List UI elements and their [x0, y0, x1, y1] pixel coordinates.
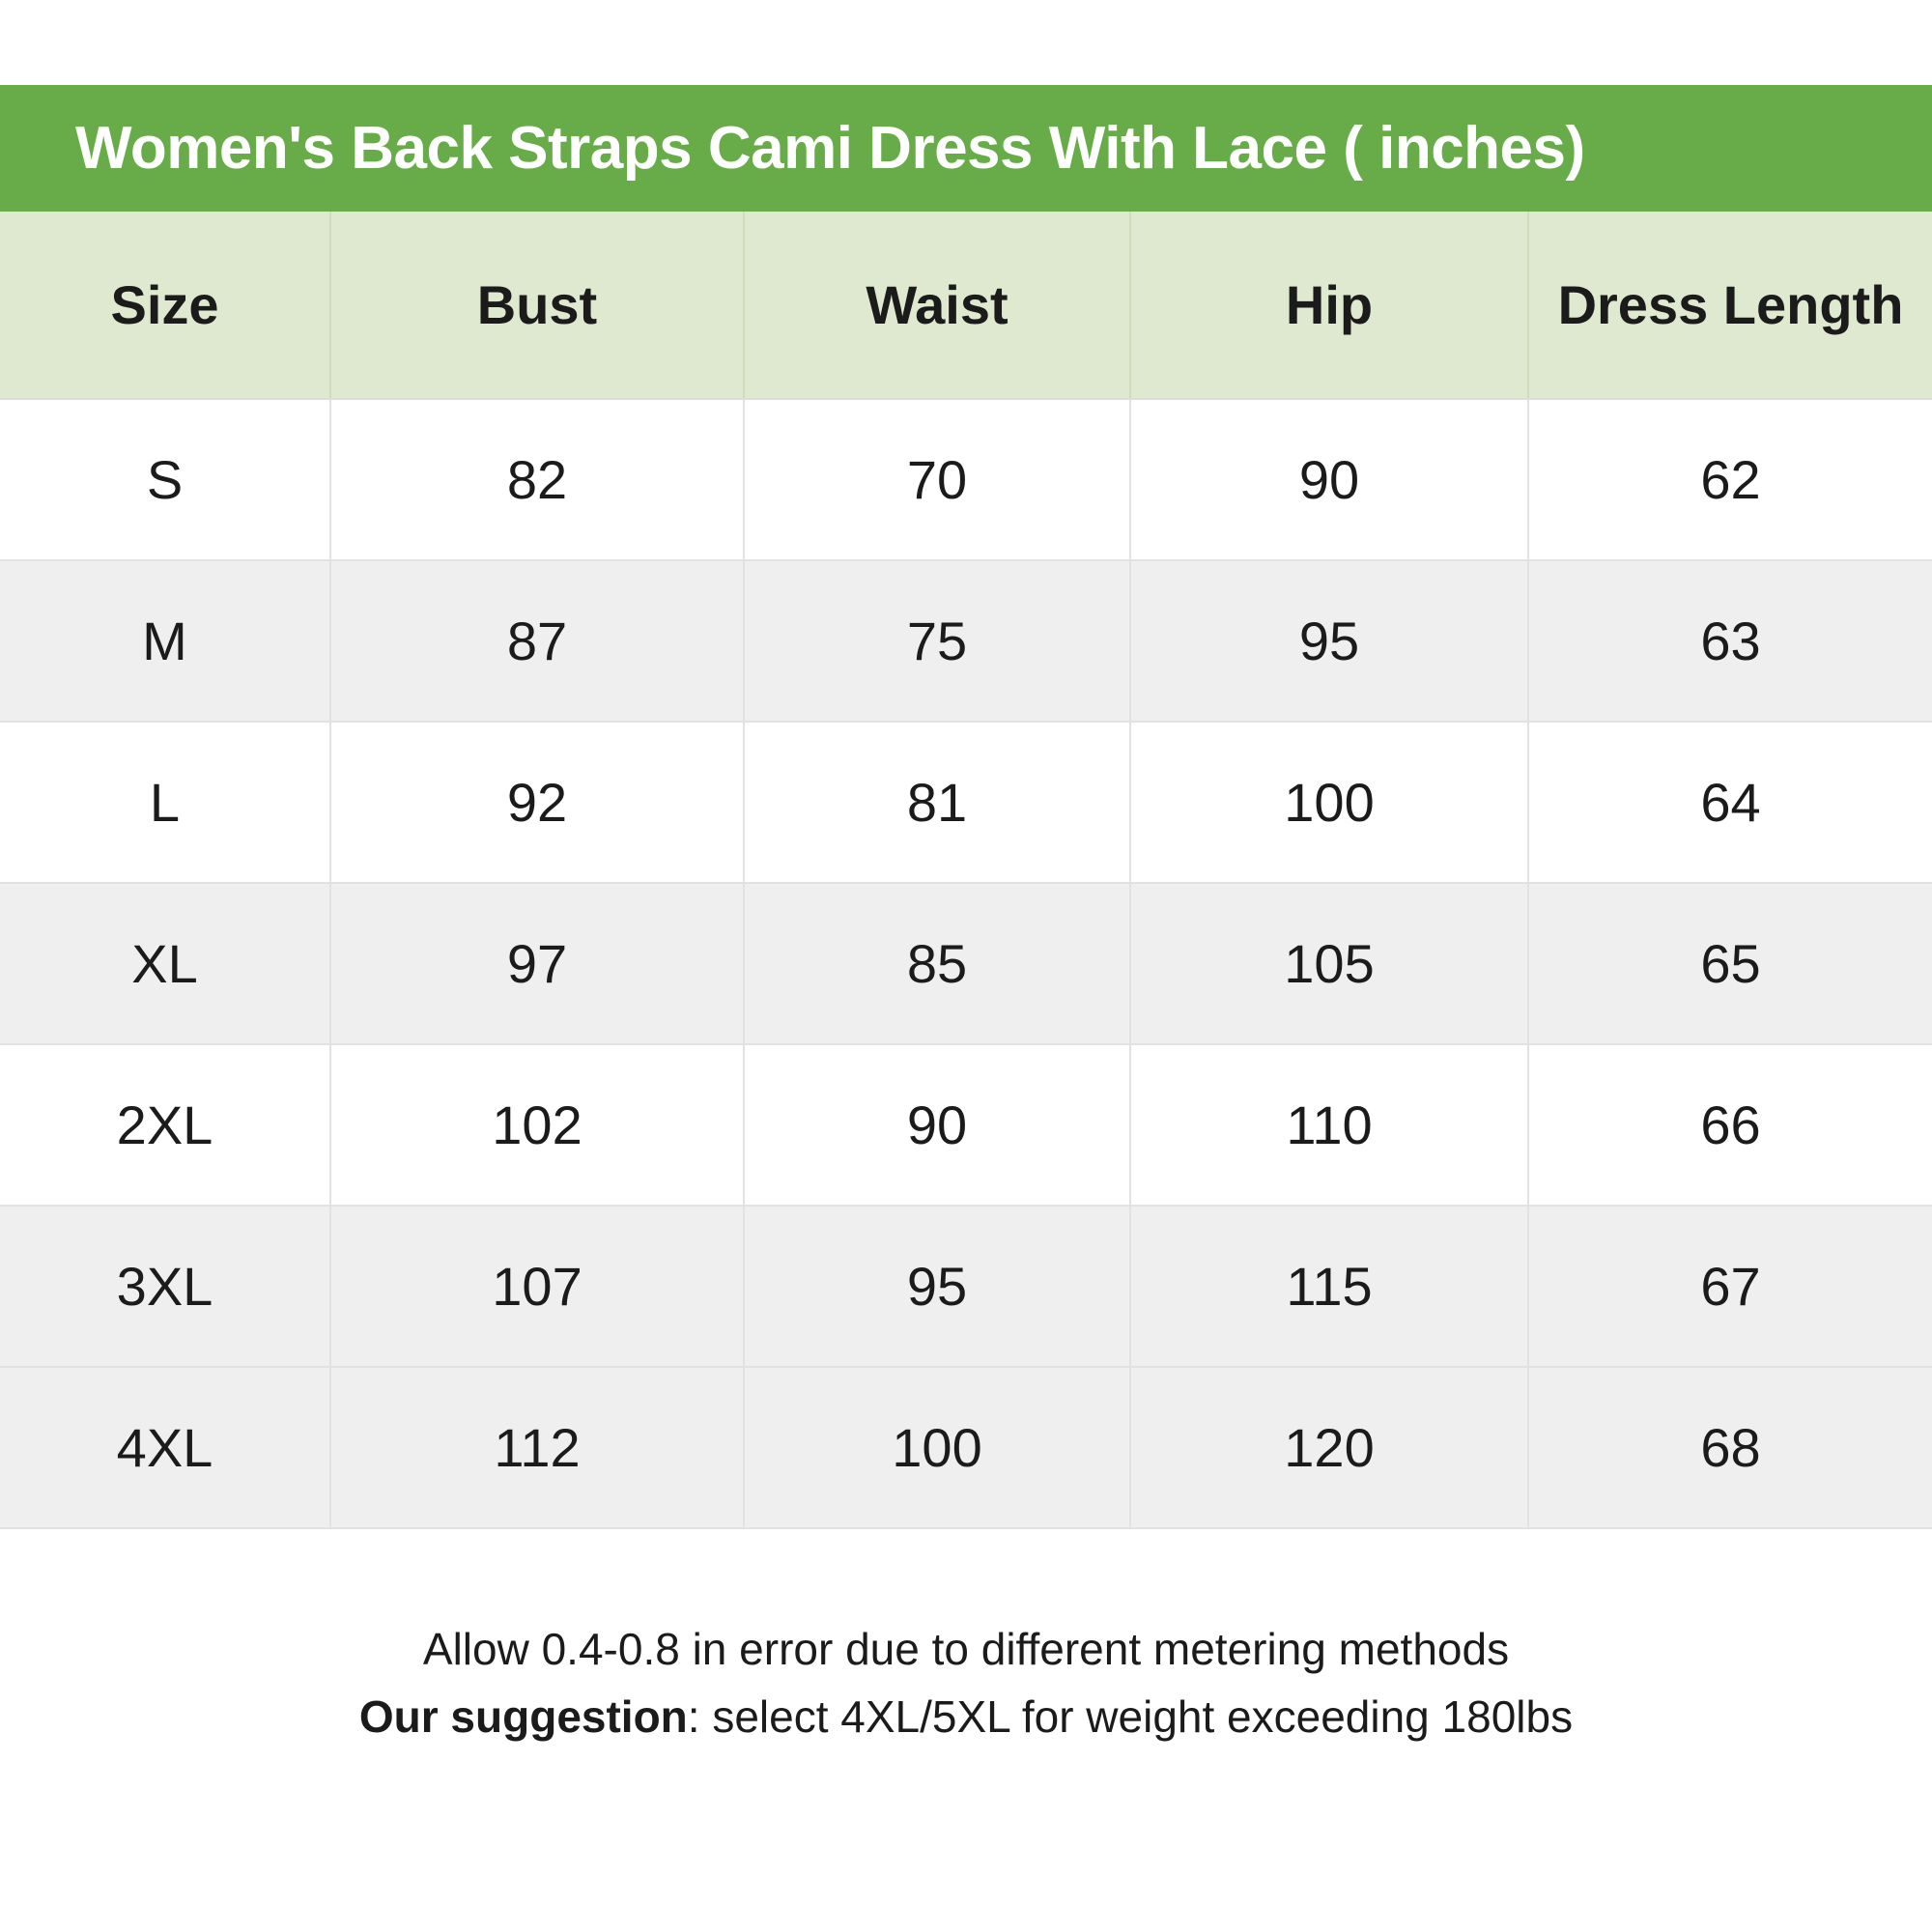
footnote-suggestion: Our suggestion: select 4XL/5XL for weigh…: [0, 1683, 1932, 1750]
page-title: Women's Back Straps Cami Dress With Lace…: [75, 115, 1585, 182]
table-row: S 82 70 90 62: [0, 399, 1932, 561]
cell-length: 64: [1528, 722, 1932, 884]
column-header-dress-length: Dress Length: [1528, 212, 1932, 400]
cell-bust: 92: [330, 722, 745, 884]
cell-bust: 97: [330, 883, 745, 1045]
cell-length: 63: [1528, 560, 1932, 723]
table-row: M 87 75 95 63: [0, 560, 1932, 723]
cell-length: 62: [1528, 399, 1932, 561]
table-header-row: Size Bust Waist Hip Dress Length: [0, 212, 1932, 400]
cell-waist: 81: [744, 722, 1131, 884]
footnotes: Allow 0.4-0.8 in error due to different …: [0, 1615, 1932, 1750]
cell-hip: 95: [1130, 560, 1529, 723]
cell-waist: 75: [744, 560, 1131, 723]
table-row: 4XL 112 100 120 68: [0, 1367, 1932, 1529]
cell-waist: 100: [744, 1367, 1131, 1529]
cell-hip: 120: [1130, 1367, 1529, 1529]
column-header-waist: Waist: [744, 212, 1131, 400]
cell-size: M: [0, 560, 331, 723]
cell-bust: 112: [330, 1367, 745, 1529]
cell-waist: 90: [744, 1044, 1131, 1207]
column-header-bust: Bust: [330, 212, 745, 400]
cell-length: 66: [1528, 1044, 1932, 1207]
cell-length: 65: [1528, 883, 1932, 1045]
table-row: XL 97 85 105 65: [0, 883, 1932, 1045]
cell-hip: 110: [1130, 1044, 1529, 1207]
table-row: L 92 81 100 64: [0, 722, 1932, 884]
cell-hip: 100: [1130, 722, 1529, 884]
cell-hip: 105: [1130, 883, 1529, 1045]
cell-length: 67: [1528, 1206, 1932, 1368]
column-header-hip: Hip: [1130, 212, 1529, 400]
cell-size: XL: [0, 883, 331, 1045]
footnote-tolerance: Allow 0.4-0.8 in error due to different …: [422, 1624, 1510, 1674]
chart-title-band: Women's Back Straps Cami Dress With Lace…: [0, 85, 1932, 212]
cell-size: L: [0, 722, 331, 884]
cell-size: S: [0, 399, 331, 561]
cell-size: 2XL: [0, 1044, 331, 1207]
table-row: 3XL 107 95 115 67: [0, 1206, 1932, 1368]
table-row: 2XL 102 90 110 66: [0, 1044, 1932, 1207]
cell-hip: 115: [1130, 1206, 1529, 1368]
cell-waist: 85: [744, 883, 1131, 1045]
cell-waist: 95: [744, 1206, 1131, 1368]
cell-size: 3XL: [0, 1206, 331, 1368]
cell-length: 68: [1528, 1367, 1932, 1529]
cell-bust: 102: [330, 1044, 745, 1207]
footnote-suggestion-text: : select 4XL/5XL for weight exceeding 18…: [687, 1691, 1574, 1742]
cell-hip: 90: [1130, 399, 1529, 561]
cell-waist: 70: [744, 399, 1131, 561]
size-chart-table: Size Bust Waist Hip Dress Length S 82 70…: [0, 212, 1932, 1529]
cell-bust: 87: [330, 560, 745, 723]
cell-bust: 82: [330, 399, 745, 561]
cell-bust: 107: [330, 1206, 745, 1368]
column-header-size: Size: [0, 212, 331, 400]
cell-size: 4XL: [0, 1367, 331, 1529]
footnote-suggestion-label: Our suggestion: [358, 1691, 688, 1742]
